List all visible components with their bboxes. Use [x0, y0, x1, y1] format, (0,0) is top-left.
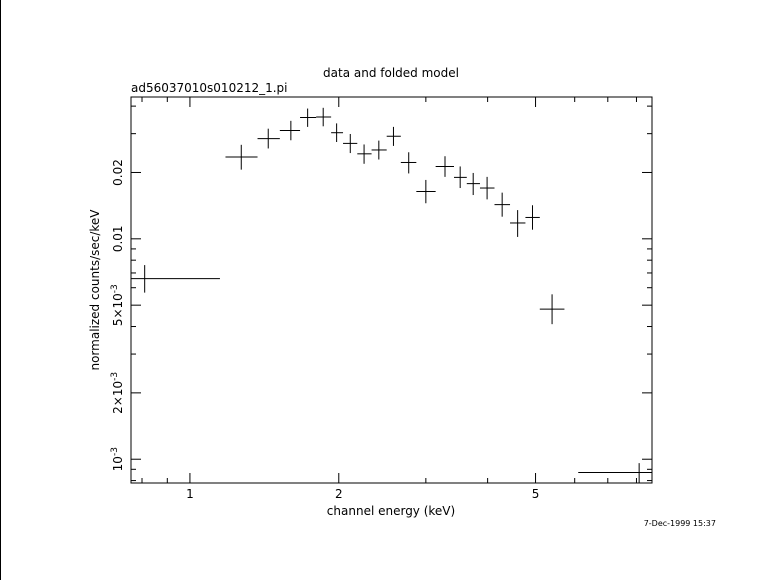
data-point — [479, 176, 495, 200]
data-point — [525, 205, 540, 230]
y-tick-label: 5×10-3 — [110, 284, 125, 326]
data-point — [257, 128, 280, 149]
data-point — [371, 140, 387, 160]
window-left-border — [0, 0, 1, 580]
data-point — [300, 108, 317, 127]
data-point — [279, 120, 301, 141]
x-axis-label: channel energy (keV) — [327, 504, 455, 518]
chart-subtitle: ad56037010s010212_1.pi — [131, 81, 288, 95]
x-tick-label: 1 — [186, 487, 194, 501]
y-tick-label: 10-3 — [110, 447, 125, 471]
data-point — [510, 210, 526, 237]
data-point — [578, 463, 652, 483]
data-point — [343, 133, 358, 154]
data-point — [386, 126, 401, 146]
data-point — [331, 123, 344, 142]
data-point — [357, 144, 372, 164]
data-point — [494, 192, 511, 217]
axis-ticks — [131, 97, 652, 483]
x-tick-label: 5 — [532, 487, 540, 501]
plot-frame — [130, 96, 653, 484]
data-point — [225, 144, 258, 170]
x-tick-labels: 1 2 5 — [186, 487, 539, 501]
y-tick-labels: 10-3 2×10-3 5×10-3 0.01 0.02 — [110, 159, 125, 471]
y-axis-label: normalized counts/sec/keV — [88, 209, 102, 371]
x-tick-label: 2 — [335, 487, 343, 501]
data-point — [539, 294, 565, 325]
data-points — [131, 107, 652, 483]
data-point — [131, 265, 220, 293]
data-point — [400, 152, 417, 174]
data-point — [435, 156, 454, 177]
y-tick-label: 0.01 — [111, 225, 125, 252]
data-point — [453, 166, 467, 189]
chart-title: data and folded model — [323, 66, 459, 80]
plot-timestamp: 7-Dec-1999 15:37 — [644, 519, 716, 528]
data-point — [316, 107, 332, 127]
data-point — [466, 172, 480, 196]
y-tick-label: 0.02 — [111, 159, 125, 186]
data-point — [416, 179, 436, 204]
y-tick-label: 2×10-3 — [110, 372, 125, 414]
